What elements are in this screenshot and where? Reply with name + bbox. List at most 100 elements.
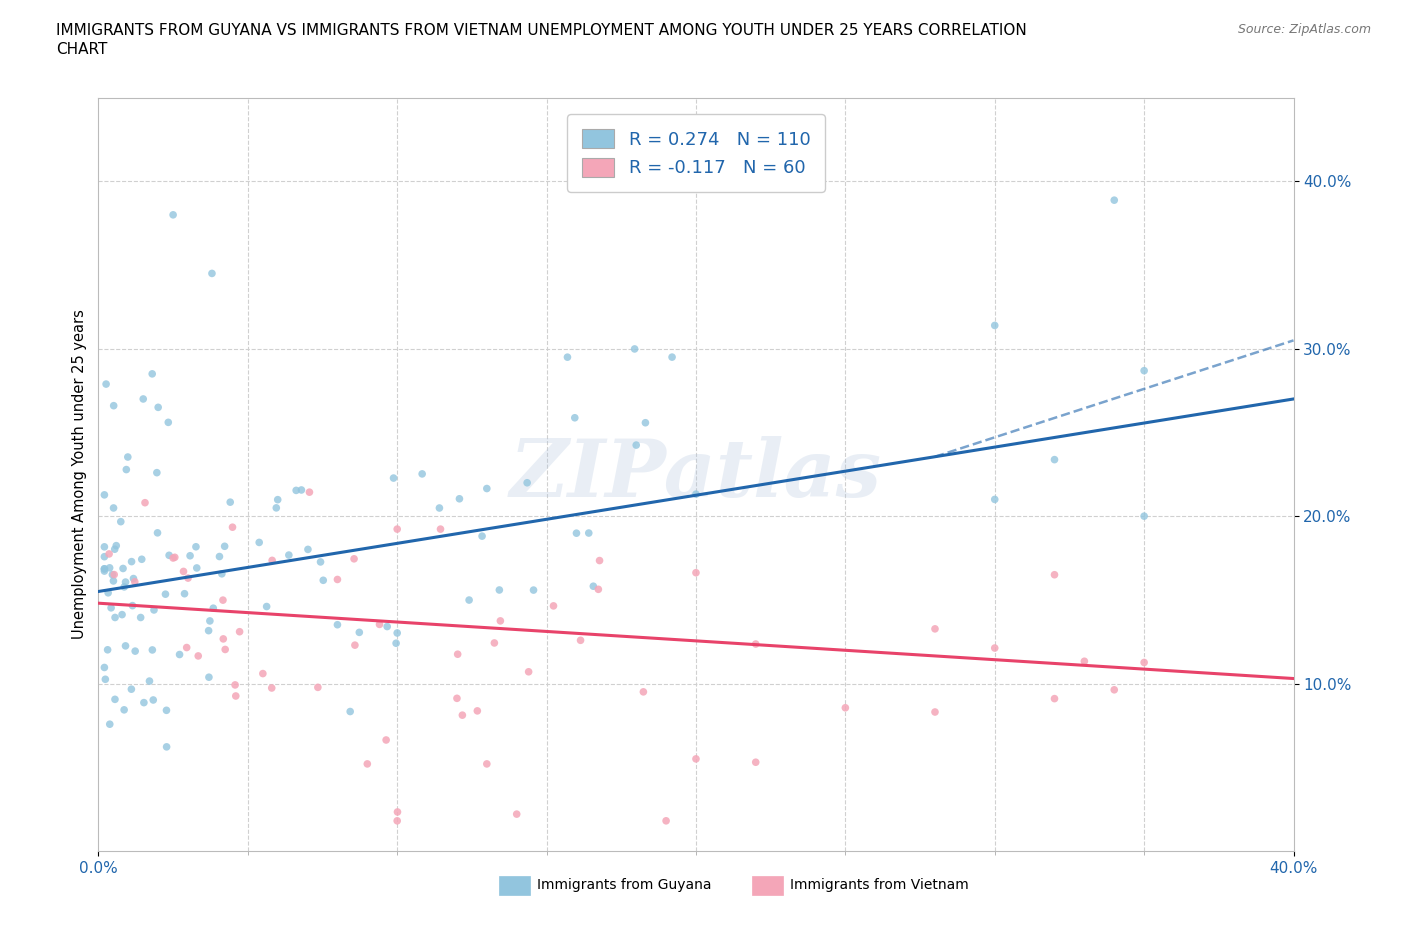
Point (198, 614, 221, 629)
Point (1133, 655, 1156, 670)
Point (343, 551, 366, 566)
Point (312, 573, 335, 588)
Point (745, 755, 768, 770)
Point (1104, 683, 1126, 698)
Point (984, 318, 1007, 333)
Point (1104, 193, 1126, 207)
Point (309, 554, 332, 569)
Point (162, 207, 184, 222)
Point (225, 688, 247, 703)
Point (429, 500, 451, 515)
Point (655, 814, 678, 829)
Point (112, 561, 135, 576)
Point (176, 640, 198, 655)
Point (247, 535, 270, 550)
Point (211, 566, 233, 581)
Point (267, 492, 290, 507)
Point (177, 571, 200, 586)
Point (124, 644, 146, 658)
Point (375, 733, 398, 748)
Point (458, 592, 481, 607)
Point (1043, 691, 1066, 706)
Point (224, 677, 246, 692)
Point (115, 462, 138, 477)
Text: ZIPatlas: ZIPatlas (510, 435, 882, 513)
Point (685, 486, 707, 501)
Point (385, 814, 409, 829)
Point (543, 598, 565, 613)
Point (266, 500, 288, 515)
Text: Source: ZipAtlas.com: Source: ZipAtlas.com (1237, 23, 1371, 36)
Point (121, 554, 143, 569)
Point (326, 572, 349, 587)
Point (1073, 654, 1095, 669)
Text: CHART: CHART (56, 42, 108, 57)
Point (186, 561, 208, 576)
Point (685, 751, 707, 766)
Point (387, 804, 409, 819)
Point (385, 626, 409, 641)
Point (339, 704, 361, 719)
Point (155, 703, 177, 718)
Point (117, 449, 139, 464)
Point (411, 467, 433, 482)
Point (221, 520, 243, 535)
Point (626, 438, 648, 453)
Point (173, 564, 195, 578)
Point (745, 637, 768, 652)
Point (385, 636, 408, 651)
Point (120, 682, 142, 697)
Point (429, 522, 451, 537)
Point (588, 582, 610, 597)
Point (141, 366, 163, 381)
Y-axis label: Unemployment Among Youth under 25 years: Unemployment Among Youth under 25 years (72, 310, 87, 639)
Point (475, 756, 498, 771)
Point (97, 585, 120, 600)
Point (252, 666, 274, 681)
Point (588, 553, 610, 568)
Point (104, 692, 127, 707)
Point (623, 341, 645, 356)
Point (984, 641, 1007, 656)
Point (522, 582, 544, 597)
Point (208, 549, 231, 564)
Text: Immigrants from Guyana: Immigrants from Guyana (537, 878, 711, 893)
Point (634, 416, 657, 431)
Point (202, 601, 225, 616)
Point (142, 693, 165, 708)
Point (157, 548, 180, 563)
Point (343, 638, 366, 653)
Point (155, 587, 177, 602)
Point (132, 696, 155, 711)
Point (517, 664, 540, 679)
Point (447, 646, 470, 661)
Point (307, 680, 329, 695)
Point (197, 623, 219, 638)
Point (385, 522, 409, 537)
Point (156, 739, 179, 754)
Point (94, 377, 117, 392)
Point (122, 571, 145, 586)
Point (173, 586, 195, 601)
Point (260, 681, 283, 696)
Point (184, 539, 207, 554)
Legend: R = 0.274   N = 110, R = -0.117   N = 60: R = 0.274 N = 110, R = -0.117 N = 60 (567, 114, 825, 192)
Point (484, 635, 506, 650)
Point (157, 415, 180, 430)
Point (356, 756, 378, 771)
Point (146, 465, 169, 480)
Point (148, 400, 170, 415)
Point (179, 549, 201, 564)
Point (685, 565, 707, 580)
Point (506, 806, 529, 821)
Point (98, 561, 121, 576)
Point (212, 631, 235, 646)
Point (449, 491, 471, 506)
Point (262, 553, 284, 568)
Point (214, 642, 236, 657)
Point (93, 550, 115, 565)
Point (114, 638, 136, 653)
Point (169, 647, 191, 662)
Point (129, 610, 152, 625)
Point (97, 643, 120, 658)
